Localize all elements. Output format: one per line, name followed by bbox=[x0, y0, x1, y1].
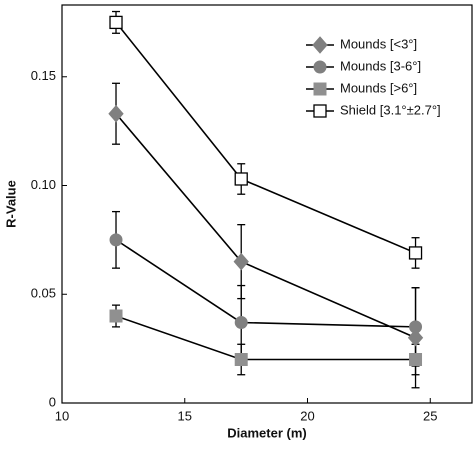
x-tick-label: 15 bbox=[178, 408, 192, 423]
series-line bbox=[115, 239, 416, 328]
marker bbox=[109, 15, 123, 30]
y-axis-label: R-Value bbox=[3, 180, 18, 228]
marker bbox=[234, 353, 248, 367]
marker bbox=[109, 309, 123, 323]
plot-frame bbox=[61, 4, 473, 404]
legend-marker bbox=[312, 36, 328, 54]
y-tick-label: 0.10 bbox=[31, 177, 56, 192]
y-tick-label: 0.05 bbox=[31, 286, 56, 301]
legend-label: Mounds [<3°] bbox=[340, 36, 417, 51]
x-tick-label: 10 bbox=[55, 408, 69, 423]
marker bbox=[409, 353, 423, 367]
legend-marker bbox=[313, 104, 327, 118]
x-tick-label: 20 bbox=[300, 408, 314, 423]
y-tick-label: 0 bbox=[49, 394, 56, 409]
marker bbox=[108, 104, 124, 123]
marker bbox=[234, 172, 248, 186]
marker bbox=[109, 233, 123, 247]
series-line bbox=[115, 113, 416, 339]
legend-marker bbox=[313, 60, 327, 74]
marker bbox=[409, 320, 423, 334]
series-line bbox=[115, 21, 416, 254]
marker bbox=[233, 252, 249, 271]
legend-label: Shield [3.1°±2.7°] bbox=[340, 102, 441, 117]
legend-marker bbox=[313, 82, 327, 96]
x-axis-label: Diameter (m) bbox=[227, 425, 306, 440]
marker bbox=[234, 316, 248, 330]
marker bbox=[407, 328, 424, 347]
marker bbox=[408, 246, 423, 260]
y-tick-label: 0.15 bbox=[31, 68, 56, 83]
x-tick-label: 25 bbox=[423, 408, 437, 423]
legend-label: Mounds [>6°] bbox=[340, 80, 417, 95]
legend-label: Mounds [3-6°] bbox=[340, 58, 421, 73]
